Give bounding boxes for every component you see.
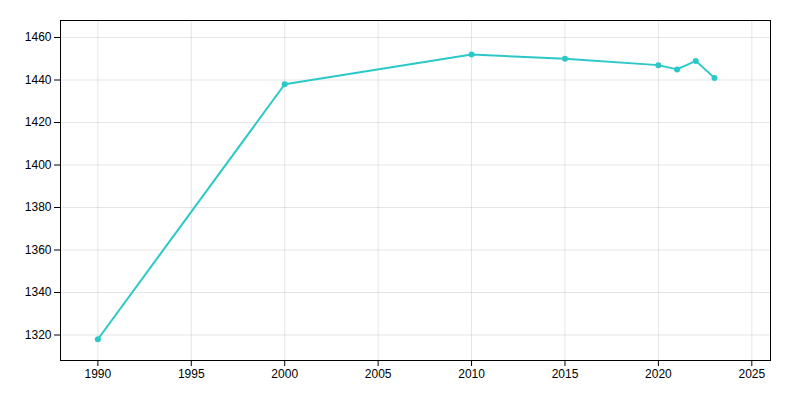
svg-text:2010: 2010: [458, 367, 485, 381]
svg-text:1380: 1380: [25, 200, 52, 214]
svg-text:1340: 1340: [25, 285, 52, 299]
svg-text:1990: 1990: [85, 367, 112, 381]
svg-text:2000: 2000: [271, 367, 298, 381]
svg-text:1995: 1995: [178, 367, 205, 381]
svg-text:1360: 1360: [25, 243, 52, 257]
svg-text:2020: 2020: [645, 367, 672, 381]
svg-text:1460: 1460: [25, 30, 52, 44]
svg-text:1320: 1320: [25, 328, 52, 342]
svg-text:1440: 1440: [25, 73, 52, 87]
svg-text:1400: 1400: [25, 158, 52, 172]
svg-text:2005: 2005: [365, 367, 392, 381]
svg-text:2015: 2015: [552, 367, 579, 381]
svg-text:1420: 1420: [25, 115, 52, 129]
svg-text:2025: 2025: [738, 367, 765, 381]
